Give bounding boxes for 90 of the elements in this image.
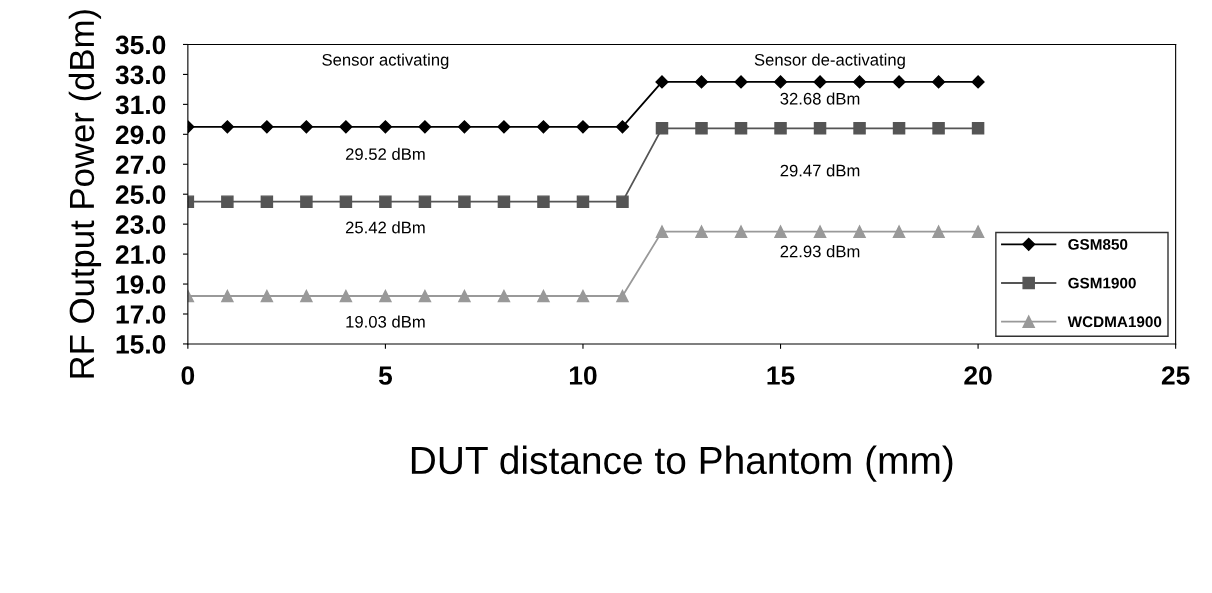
point [734,122,748,135]
point [853,122,866,135]
point [576,289,590,303]
point [773,75,788,89]
annotation: Sensor de-activating [754,53,905,69]
point [418,289,432,303]
x-tick-label: 10 [569,366,597,385]
point [615,120,630,134]
point [931,75,946,89]
point [458,195,471,208]
point [616,289,629,303]
point [813,122,827,135]
y-tick-label: 35.0 [115,35,166,55]
legend-label: GSM850 [1068,238,1128,250]
x-tick-label: 5 [378,366,393,385]
annotation: 25.42 dBm [345,221,425,234]
annotation: 22.93 dBm [780,245,860,258]
x-tick-label: 25 [1161,366,1190,385]
point [339,120,353,134]
point [537,195,550,208]
point [892,75,906,89]
point [379,195,392,208]
point [339,289,353,303]
y-tick-label: 17.0 [116,305,166,324]
y-tick-label: 27.0 [115,155,166,175]
y-tick-label: 33.0 [115,65,166,85]
point [971,75,985,89]
point [497,289,511,303]
point [853,225,866,238]
point [300,289,313,303]
point [537,289,550,303]
point [536,120,551,134]
point [576,120,590,134]
y-tick-label: 23.0 [115,215,166,235]
point [813,225,827,238]
point [418,120,432,134]
point [932,122,945,135]
point [458,289,471,303]
point [695,225,708,238]
point [379,289,392,303]
y-tick-label: 29.0 [115,125,166,145]
x-axis-title: DUT distance to Phantom (mm) [411,445,953,482]
point [497,120,511,134]
point [774,122,787,135]
point [813,75,827,89]
y-tick-label: 15.0 [116,335,166,354]
point [457,120,472,134]
point [892,122,906,135]
legend-label: WCDMA1900 [1067,316,1162,328]
point [694,75,709,89]
y-tick-label: 25.0 [115,185,166,205]
y-tick-label: 19.0 [116,275,166,294]
point [655,122,669,135]
annotation: 29.47 dBm [780,164,860,177]
annotation: 29.52 dBm [345,147,425,161]
point [734,75,748,89]
point [260,120,274,134]
point [221,289,234,303]
point [616,195,629,208]
point [695,122,708,135]
point [418,195,432,208]
annotation: Sensor activating [322,53,449,69]
point [971,122,985,135]
point [892,225,906,238]
y-tick-label: 31.0 [115,95,166,115]
x-tick-label: 0 [181,366,195,385]
point [852,75,867,89]
x-tick-label: 15 [767,366,795,385]
point [299,120,313,134]
point [220,120,234,134]
point [971,225,985,238]
annotation: 19.03 dBm [346,315,425,328]
point [497,195,511,208]
point [339,195,353,208]
point [734,225,748,238]
legend-label: GSM1900 [1068,277,1136,289]
point [576,195,590,208]
y-tick-label: 21.0 [115,245,166,264]
y-axis-title: RF Output Power (dBm) [68,10,102,378]
annotation: 32.68 dBm [780,92,860,105]
point [932,225,945,238]
x-tick-label: 20 [964,366,992,385]
point [300,195,313,208]
point [655,75,669,89]
point [774,225,787,238]
point [655,225,669,238]
point [260,289,274,303]
point [221,195,234,208]
point [378,120,393,134]
point [260,195,274,208]
